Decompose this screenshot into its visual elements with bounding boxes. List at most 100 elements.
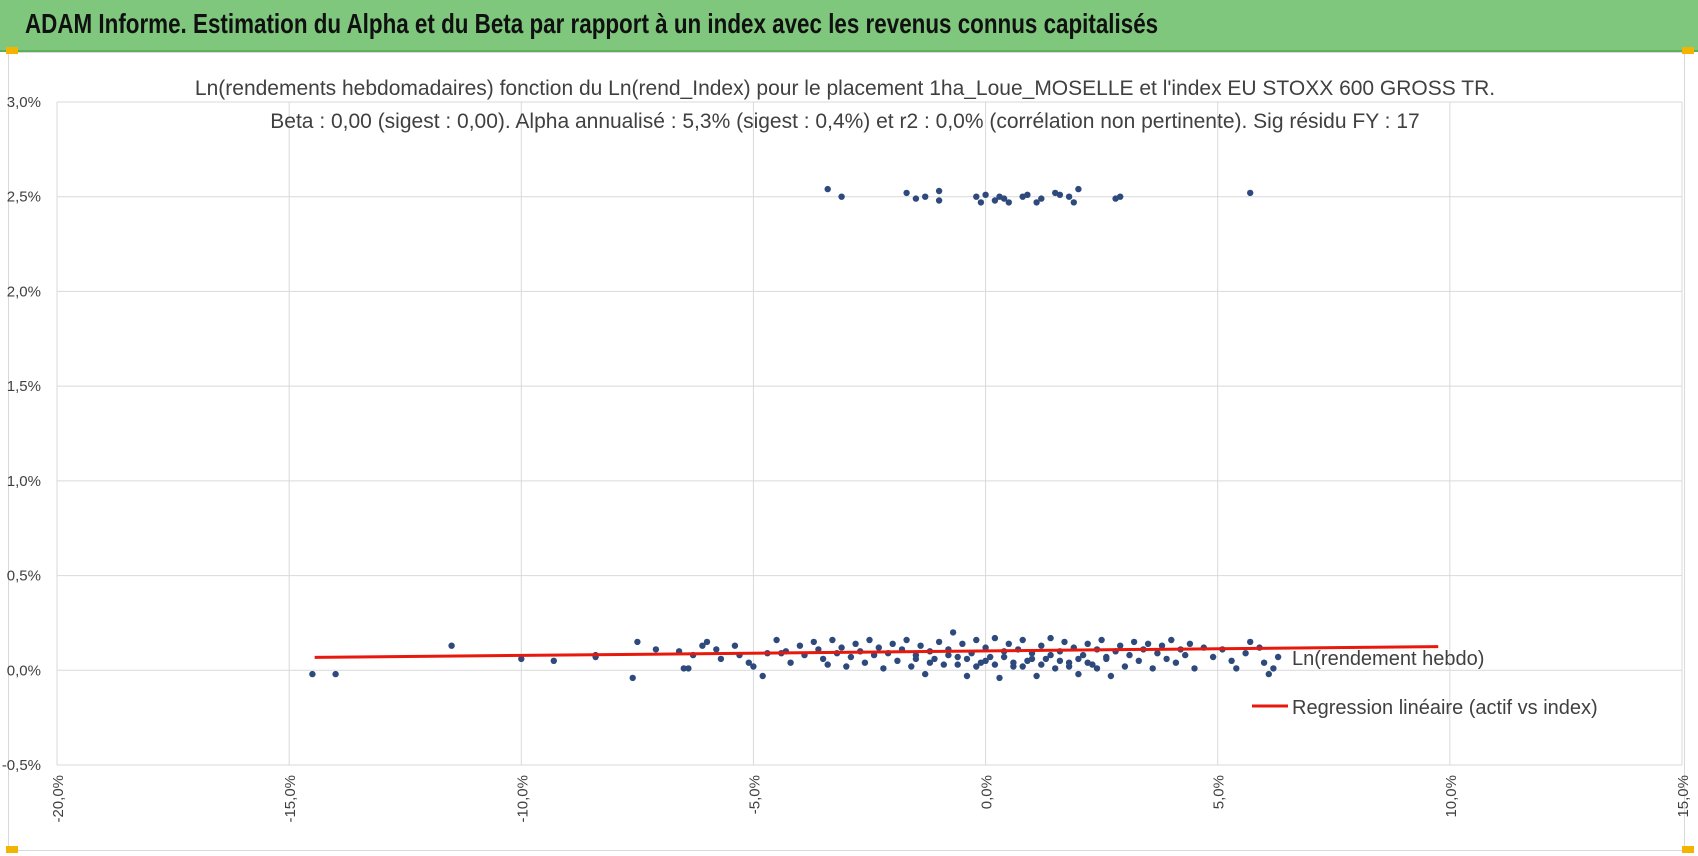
scatter-point	[759, 672, 766, 680]
scatter-point	[1075, 185, 1082, 193]
scatter-point	[922, 193, 929, 200]
scatter-point	[1033, 199, 1040, 206]
scatter-point	[1168, 636, 1175, 644]
scatter-point	[954, 653, 961, 661]
scatter-point	[824, 185, 831, 193]
scatter-point	[991, 634, 999, 642]
scatter-point	[1121, 663, 1129, 670]
y-tick-label: 0,5%	[7, 568, 41, 585]
scatter-point	[982, 657, 989, 664]
scatter-point	[982, 191, 989, 198]
resize-handle-bottom-right[interactable]	[1682, 846, 1694, 853]
scatter-point	[1042, 655, 1050, 663]
scatter-point	[954, 661, 961, 668]
scatter-point	[935, 638, 943, 646]
resize-handle-bottom-left[interactable]	[6, 846, 18, 853]
legend-label-regression: Regression linéaire (actif vs index)	[1292, 697, 1598, 719]
scatter-point	[1117, 193, 1124, 200]
scatter-point	[1038, 661, 1045, 668]
scatter-point	[1149, 665, 1156, 672]
scatter-point	[1024, 191, 1031, 198]
scatter-point	[717, 655, 725, 663]
scatter-point	[987, 653, 994, 661]
scatter-point	[926, 659, 934, 666]
scatter-point	[703, 638, 711, 646]
x-tick-label: -15,0%	[282, 775, 299, 823]
x-tick-label: -10,0%	[514, 775, 531, 823]
scatter-point	[940, 661, 947, 668]
scatter-point	[1038, 195, 1045, 202]
scatter-point	[1163, 655, 1170, 663]
scatter-point	[1135, 657, 1143, 664]
scatter-point	[922, 670, 929, 678]
scatter-point	[1098, 636, 1105, 644]
scatter-point	[1172, 659, 1180, 666]
scatter-point	[1056, 657, 1064, 664]
page-title: ADAM Informe. Estimation du Alpha et du …	[25, 8, 1159, 39]
scatter-point	[634, 638, 641, 646]
scatter-point	[912, 195, 920, 202]
scatter-point	[1061, 638, 1068, 646]
scatter-point	[824, 661, 831, 668]
scatter-point	[903, 636, 910, 644]
scatter-point	[1154, 650, 1161, 657]
scatter-point	[838, 193, 845, 200]
scatter-point	[309, 670, 316, 678]
scatter-point	[1033, 672, 1040, 680]
scatter-point	[652, 646, 660, 653]
x-tick-label: -5,0%	[746, 775, 763, 814]
scatter-point	[959, 640, 966, 647]
scatter-point	[973, 636, 980, 644]
scatter-point	[1186, 640, 1194, 647]
x-axis-tick-labels: -20,0% -15,0% -10,0% -5,0% 0,0% 5,0% 10,0% 15,0…	[50, 775, 1692, 823]
chart-subtitle: Beta : 0,00 (sigest : 0,00). Alpha annua…	[270, 110, 1419, 133]
scatter-point	[1000, 653, 1008, 661]
scatter-point	[629, 674, 636, 682]
scatter-point	[1038, 642, 1045, 649]
scatter-point	[935, 197, 943, 204]
scatter-point	[1247, 638, 1254, 646]
scatter-point	[819, 655, 827, 663]
scatter-point	[1047, 651, 1054, 659]
scatter-point	[931, 655, 938, 663]
scatter-point	[1130, 638, 1138, 646]
scatter-point	[963, 655, 971, 663]
scatter-point	[996, 674, 1003, 682]
x-tick-label: 5,0%	[1211, 775, 1228, 809]
scatter-point	[912, 655, 920, 663]
scatter-point	[894, 657, 901, 664]
resize-handle-top-left[interactable]	[6, 47, 18, 54]
scatter-point	[982, 644, 989, 651]
scatter-point	[810, 638, 817, 646]
scatter-point	[1107, 672, 1115, 680]
scatter-point	[750, 663, 757, 670]
scatter-point	[1270, 665, 1277, 672]
legend: Ln(rendement hebdo) Regression linéaire …	[1252, 648, 1598, 719]
scatter-point	[1103, 653, 1110, 661]
regression-layer	[314, 645, 1439, 659]
scatter-point	[991, 661, 999, 668]
scatter-point	[945, 651, 952, 659]
scatter-point	[1000, 195, 1008, 202]
scatter-point	[1182, 651, 1189, 659]
scatter-point	[991, 197, 999, 204]
scatter-point	[1274, 653, 1282, 661]
resize-handle-top-right[interactable]	[1682, 47, 1694, 54]
scatter-point	[838, 644, 845, 651]
scatter-point	[1084, 659, 1091, 666]
scatter-point	[1265, 670, 1273, 678]
scatter-point	[1242, 650, 1249, 657]
y-tick-label: -0,5%	[2, 757, 41, 774]
scatter-point	[1144, 640, 1152, 647]
scatter-point	[1093, 665, 1101, 672]
y-tick-label: 1,5%	[7, 378, 41, 395]
scatter-point	[829, 636, 836, 644]
scatter-point	[787, 659, 794, 666]
scatter-point	[973, 193, 980, 200]
scatter-point	[866, 636, 873, 644]
scatter-point	[1233, 665, 1240, 672]
y-tick-label: 2,0%	[7, 283, 41, 300]
scatter-point	[713, 646, 720, 653]
scatter-point	[903, 189, 910, 197]
scatter-point	[731, 642, 739, 649]
